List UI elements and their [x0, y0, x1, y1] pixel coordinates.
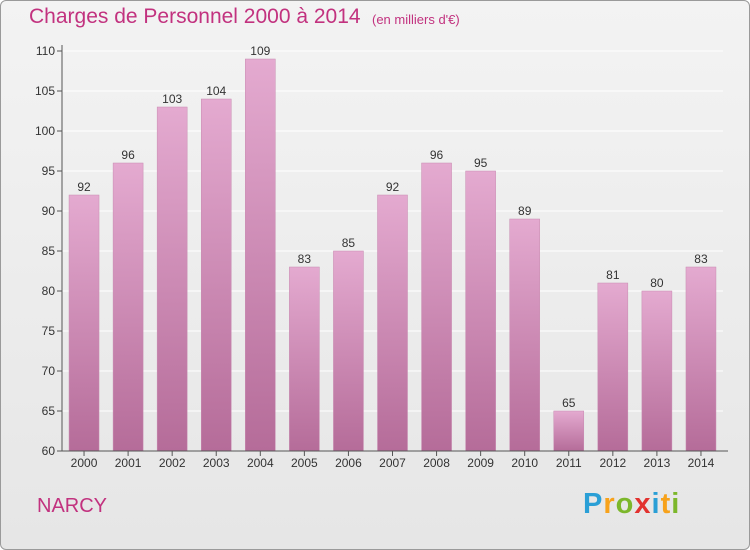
x-tick-label: 2000	[71, 456, 98, 470]
x-tick-label: 2006	[335, 456, 362, 470]
y-tick-label: 75	[42, 324, 56, 338]
y-tick-label: 80	[42, 284, 56, 298]
bar-value-label: 96	[121, 148, 135, 162]
x-tick-label: 2008	[423, 456, 450, 470]
bar-value-label: 103	[162, 92, 182, 106]
y-tick-label: 100	[35, 124, 55, 138]
y-tick-label: 60	[42, 444, 56, 458]
x-tick-label: 2004	[247, 456, 274, 470]
place-name: NARCY	[37, 495, 108, 517]
logo-letter: r	[603, 488, 616, 520]
bar	[289, 266, 320, 452]
bar-value-label: 81	[606, 268, 620, 282]
bar	[156, 106, 188, 452]
y-tick-label: 105	[35, 84, 55, 98]
bar	[509, 218, 540, 452]
bar	[112, 162, 144, 452]
bar	[465, 170, 496, 452]
logo-letter: x	[634, 488, 652, 520]
x-tick-label: 2002	[159, 456, 186, 470]
y-tick-label: 95	[42, 164, 56, 178]
logo-letter: o	[615, 488, 635, 520]
x-tick-label: 2001	[115, 456, 142, 470]
bar-value-label: 104	[206, 84, 226, 98]
proxiti-logo: Proxiti	[583, 488, 680, 521]
chart-subtitle: (en milliers d'€)	[372, 12, 460, 27]
bar	[245, 58, 276, 452]
bar	[685, 266, 717, 452]
bar	[597, 282, 629, 452]
bar	[421, 162, 452, 452]
y-tick-label: 70	[42, 364, 56, 378]
bar-value-label: 95	[474, 156, 488, 170]
logo-letter: i	[651, 488, 661, 520]
x-tick-label: 2005	[291, 456, 318, 470]
logo-letter: i	[671, 488, 681, 520]
logo-letter: P	[583, 488, 604, 520]
y-tick-label: 90	[42, 204, 56, 218]
bar-value-label: 83	[694, 252, 708, 266]
bar-value-label: 85	[342, 236, 356, 250]
y-tick-label: 85	[42, 244, 56, 258]
y-tick-label: 65	[42, 404, 56, 418]
bar-value-label: 80	[650, 276, 664, 290]
bar-value-label: 65	[562, 396, 576, 410]
bar	[553, 410, 585, 452]
chart-title: Charges de Personnel 2000 à 2014	[29, 5, 361, 28]
bar	[377, 194, 408, 452]
x-tick-label: 2007	[379, 456, 406, 470]
bar-value-label: 96	[430, 148, 444, 162]
x-tick-label: 2012	[599, 456, 626, 470]
bar	[641, 290, 673, 452]
y-tick-label: 110	[36, 44, 55, 58]
bar-value-label: 109	[250, 44, 270, 58]
bar-value-label: 92	[77, 180, 91, 194]
x-tick-label: 2010	[511, 456, 538, 470]
bar	[200, 98, 232, 452]
x-tick-label: 2009	[467, 456, 494, 470]
x-tick-label: 2011	[556, 456, 582, 470]
bar	[333, 250, 364, 452]
bar-value-label: 83	[298, 252, 312, 266]
x-tick-label: 2014	[688, 456, 715, 470]
x-tick-label: 2013	[644, 456, 671, 470]
bar	[68, 194, 100, 452]
bar-value-label: 89	[518, 204, 532, 218]
bar-value-label: 92	[386, 180, 400, 194]
x-tick-label: 2003	[203, 456, 230, 470]
logo-letter: t	[660, 488, 672, 520]
